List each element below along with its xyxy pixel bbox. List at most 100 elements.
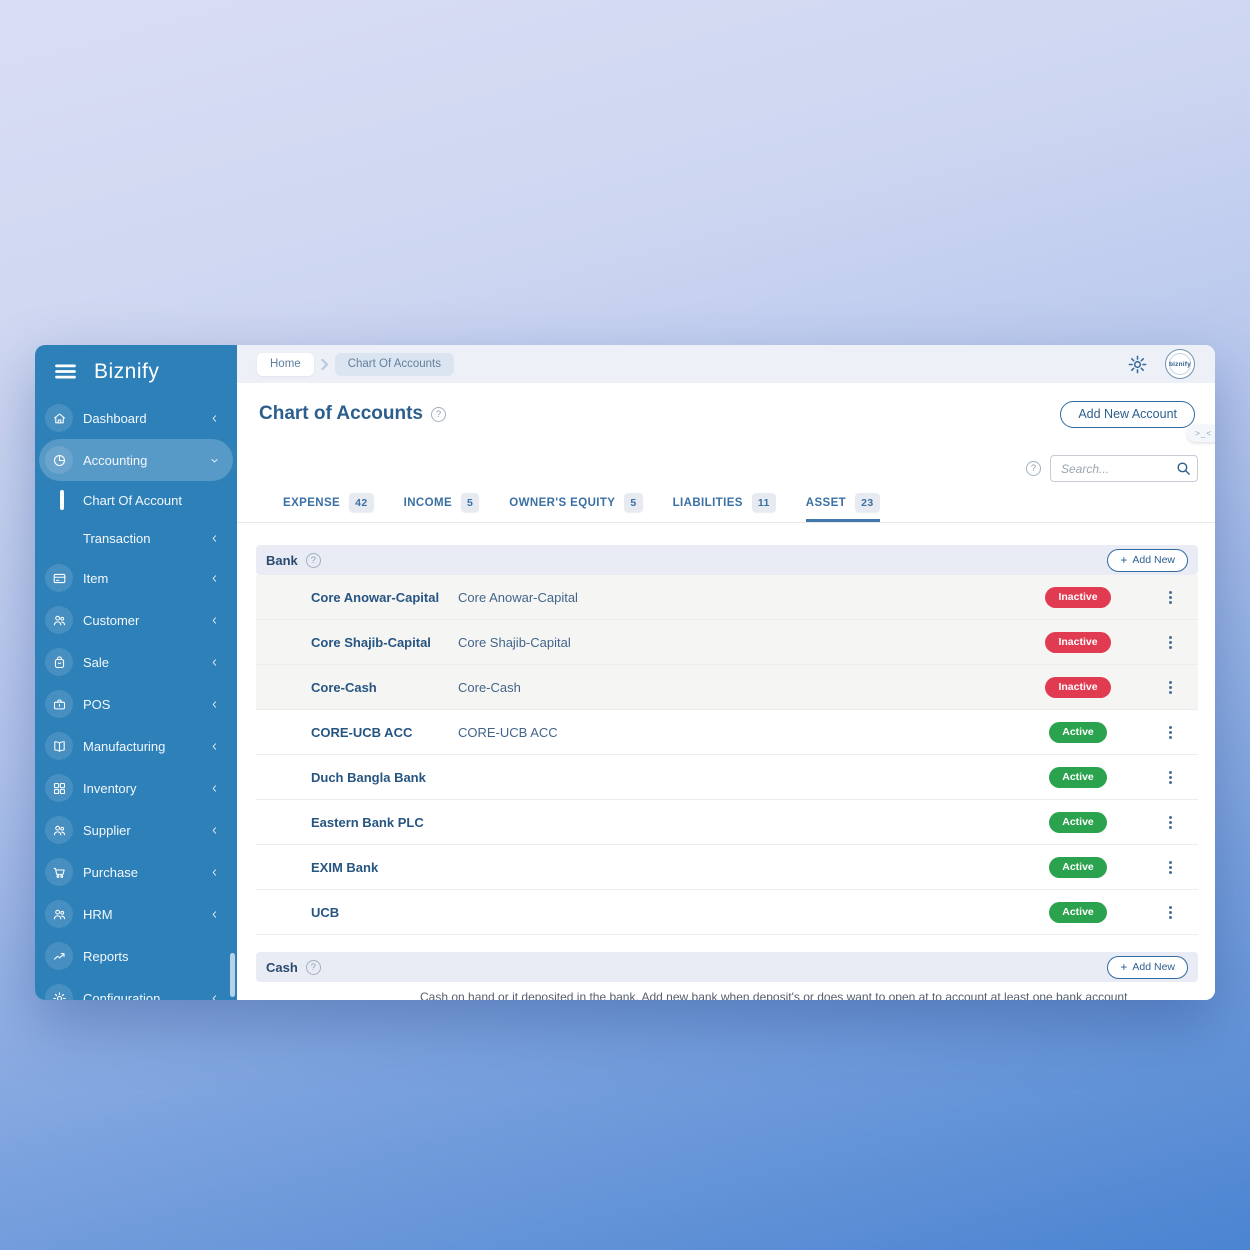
section-header-cash: Cash? + Add New	[256, 952, 1198, 982]
home-icon	[45, 404, 73, 432]
sidebar-item-accounting[interactable]: Accounting	[39, 439, 233, 481]
pie-icon	[45, 446, 73, 474]
status-badge: Active	[1049, 811, 1107, 833]
status-badge: Active	[1049, 901, 1107, 923]
account-name: Core-Cash	[311, 679, 377, 695]
sidebar-item-manufacturing[interactable]: Manufacturing	[39, 725, 233, 767]
account-name: UCB	[311, 904, 340, 920]
hamburger-menu-icon[interactable]	[52, 358, 79, 385]
sidebar-item-label: Reports	[83, 948, 129, 964]
sidebar-item-pos[interactable]: POS	[39, 683, 233, 725]
chevron-left-icon	[208, 824, 221, 837]
account-name: CORE-UCB ACC	[311, 724, 413, 740]
breadcrumb-home[interactable]: Home	[257, 352, 314, 376]
sidebar-item-purchase[interactable]: Purchase	[39, 851, 233, 893]
card-icon	[45, 564, 73, 592]
sidebar-item-label: Chart Of Account	[83, 492, 182, 508]
chevron-left-icon	[208, 866, 221, 879]
breadcrumb-chevron-icon	[316, 356, 333, 373]
kebab-menu-icon[interactable]	[1143, 635, 1198, 649]
sidebar-item-label: Purchase	[83, 864, 138, 880]
sidebar-item-label: Inventory	[83, 780, 137, 796]
account-status-cell: Inactive	[1013, 631, 1143, 653]
users-icon	[45, 816, 73, 844]
chevron-left-icon	[208, 992, 221, 1000]
add-new-button[interactable]: + Add New	[1107, 955, 1188, 979]
account-status-cell: Active	[1013, 721, 1143, 743]
sidebar-item-configuration[interactable]: Configuration	[39, 977, 233, 1000]
status-badge: Active	[1049, 721, 1107, 743]
add-new-label: Add New	[1132, 554, 1175, 566]
panel-collapse-handle[interactable]: >_<	[1187, 425, 1215, 442]
trend-icon	[45, 942, 73, 970]
sidebar-item-supplier[interactable]: Supplier	[39, 809, 233, 851]
kebab-menu-icon[interactable]	[1143, 905, 1198, 919]
sidebar-item-label: Manufacturing	[83, 738, 166, 754]
account-row-ucb: UCB Active	[256, 890, 1198, 935]
sidebar-item-label: Item	[83, 570, 109, 586]
add-new-account-button[interactable]: Add New Account	[1060, 400, 1195, 428]
sidebar-subitem-chart-of-account[interactable]: Chart Of Account	[35, 481, 237, 519]
sidebar-item-hrm[interactable]: HRM	[39, 893, 233, 935]
account-name: EXIM Bank	[311, 859, 379, 875]
chevron-left-icon	[208, 740, 221, 753]
kebab-menu-icon[interactable]	[1143, 590, 1198, 604]
account-status-cell: Active	[1013, 766, 1143, 788]
chevron-left-icon	[208, 908, 221, 921]
sidebar-item-item[interactable]: Item	[39, 557, 233, 599]
account-description: CORE-UCB ACC	[458, 724, 558, 740]
account-status-cell: Active	[1013, 901, 1143, 923]
sidebar-item-label: Configuration	[83, 990, 161, 1001]
status-badge: Active	[1049, 856, 1107, 878]
search-input[interactable]	[1050, 455, 1198, 482]
kebab-menu-icon[interactable]	[1143, 680, 1198, 694]
add-new-button[interactable]: + Add New	[1107, 548, 1188, 572]
search-toolbar: ?	[237, 455, 1215, 482]
kebab-menu-icon[interactable]	[1143, 725, 1198, 739]
kebab-menu-icon[interactable]	[1143, 770, 1198, 784]
user-avatar[interactable]: biznify	[1165, 349, 1195, 379]
sidebar-item-label: Supplier	[83, 822, 131, 838]
sidebar-header: Biznify	[35, 345, 237, 394]
sidebar-subitem-transaction[interactable]: Transaction	[35, 519, 237, 557]
active-indicator-bar	[60, 490, 64, 510]
account-status-cell: Active	[1013, 856, 1143, 878]
tab-income[interactable]: INCOME 5	[404, 493, 480, 522]
account-status-cell: Inactive	[1013, 586, 1143, 608]
chevron-left-icon	[208, 614, 221, 627]
section-title-text: Cash	[266, 959, 298, 975]
tab-label: EXPENSE	[283, 496, 341, 509]
tab-expense[interactable]: EXPENSE 42	[283, 493, 374, 522]
sidebar-item-customer[interactable]: Customer	[39, 599, 233, 641]
account-status-cell: Active	[1013, 811, 1143, 833]
sidebar-item-reports[interactable]: Reports	[39, 935, 233, 977]
kebab-menu-icon[interactable]	[1143, 860, 1198, 874]
sidebar-scrollbar[interactable]	[230, 953, 235, 997]
section-header-bank: Bank? + Add New	[256, 545, 1198, 575]
sidebar-item-dashboard[interactable]: Dashboard	[39, 397, 233, 439]
avatar-logo-text: biznify	[1169, 360, 1191, 368]
sidebar-item-label: Transaction	[83, 530, 151, 546]
account-description: Core Anowar-Capital	[458, 589, 578, 605]
chevron-left-icon	[208, 412, 221, 425]
account-name: Eastern Bank PLC	[311, 814, 424, 830]
settings-gear-icon[interactable]	[1127, 354, 1148, 375]
account-type-tabs: EXPENSE 42 INCOME 5 OWNER'S EQUITY 5 LIABILITI…	[237, 493, 1215, 523]
kebab-menu-icon[interactable]	[1143, 815, 1198, 829]
tab-count-badge: 5	[461, 493, 480, 512]
account-row-core-cash: Core-Cash Core-Cash Inactive	[256, 665, 1198, 710]
sidebar-item-inventory[interactable]: Inventory	[39, 767, 233, 809]
section-gap	[256, 935, 1198, 952]
tab-owner-s-equity[interactable]: OWNER'S EQUITY 5	[509, 493, 643, 522]
sidebar-item-label: Accounting	[83, 452, 148, 468]
tab-liabilities[interactable]: LIABILITIES 11	[673, 493, 776, 522]
sidebar-item-label: POS	[83, 696, 111, 712]
sidebar-item-sale[interactable]: Sale	[39, 641, 233, 683]
tab-label: OWNER'S EQUITY	[509, 496, 616, 509]
help-icon: ?	[430, 406, 446, 422]
app-window: Biznify Dashboard Accounting Chart Of Acco…	[35, 345, 1215, 1000]
account-row-eastern-bank-plc: Eastern Bank PLC Active	[256, 800, 1198, 845]
tab-asset[interactable]: ASSET 23	[806, 493, 880, 522]
account-description: Core Shajib-Capital	[458, 634, 571, 650]
